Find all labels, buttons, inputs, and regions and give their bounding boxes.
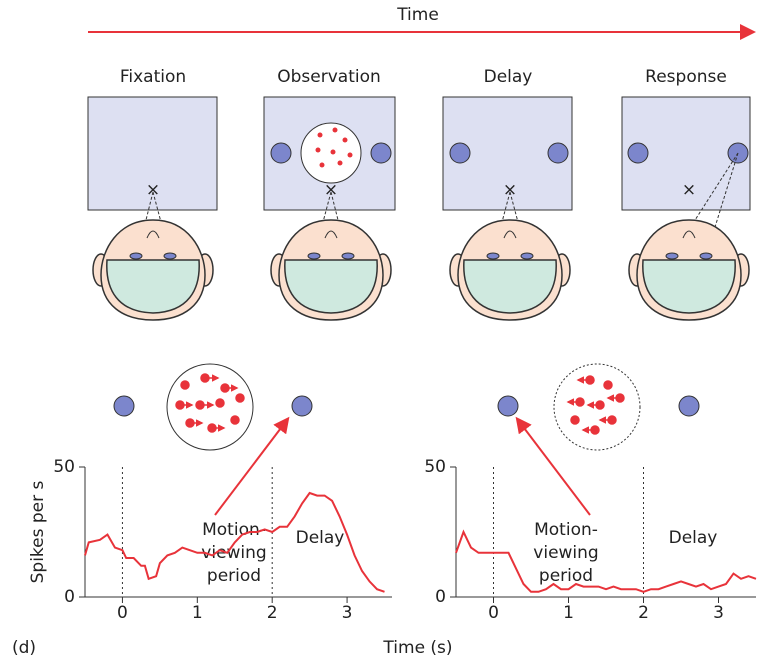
x-tick-label: 1	[192, 603, 203, 623]
x-tick-label: 0	[117, 603, 128, 623]
x-tick-label: 1	[563, 603, 574, 623]
timeline-title: Time	[396, 5, 439, 25]
y-tick-label: 50	[53, 457, 75, 477]
y-tick-label: 0	[64, 587, 75, 607]
y-tick-label: 0	[435, 587, 446, 607]
x-tick-label: 2	[638, 603, 649, 623]
figure: Time Fixation Observation Delay Response…	[0, 0, 757, 663]
svg-text:×: ×	[682, 180, 696, 200]
stage-label: Delay	[484, 67, 533, 87]
annotation: period	[207, 566, 261, 586]
x-tick-label: 3	[713, 603, 724, 623]
y-axis-label: Spikes per s	[28, 480, 48, 583]
stage-label: Fixation	[120, 67, 186, 87]
x-axis-label: Time (s)	[382, 638, 452, 658]
x-tick-label: 2	[267, 603, 278, 623]
x-tick-label: 0	[488, 603, 499, 623]
stage-label: Response	[645, 67, 727, 87]
annotation: Delay	[669, 528, 718, 548]
annotation: viewing	[533, 543, 598, 563]
panel-label: (d)	[12, 638, 36, 658]
annotation: Motion-	[534, 520, 598, 540]
stage-panels: × × × ×	[88, 97, 750, 320]
annotation: viewing	[201, 543, 266, 563]
annotation: Delay	[296, 528, 345, 548]
stage-label: Observation	[277, 67, 381, 87]
motion-stimuli	[114, 364, 699, 515]
x-tick-label: 3	[342, 603, 353, 623]
annotation: period	[539, 566, 593, 586]
svg-text:×: ×	[146, 180, 160, 200]
y-tick-label: 50	[424, 457, 446, 477]
svg-text:×: ×	[503, 180, 517, 200]
annotation: Motion-	[202, 520, 266, 540]
